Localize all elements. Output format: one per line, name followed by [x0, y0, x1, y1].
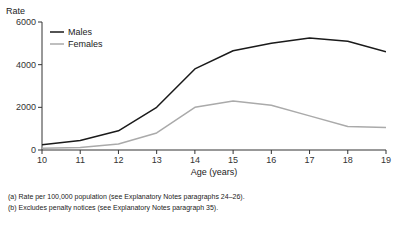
x-tick	[42, 150, 43, 154]
y-axis-line	[42, 22, 43, 150]
x-tick	[386, 150, 387, 154]
y-tick-label: 4000	[16, 60, 36, 70]
y-tick-label: 0	[31, 145, 36, 155]
x-tick-label: 10	[37, 155, 47, 165]
y-tick-label: 2000	[16, 102, 36, 112]
x-axis: 10 11 12 13 14 15 16 17 18 19	[37, 150, 391, 165]
note: (a) Rate per 100,000 population (see Exp…	[8, 193, 245, 201]
x-tick	[156, 150, 157, 154]
x-tick-label: 17	[305, 155, 315, 165]
y-tick	[38, 64, 42, 65]
y-tick	[38, 107, 42, 108]
x-tick-label: 18	[343, 155, 353, 165]
y-axis-label: Rate	[6, 6, 25, 16]
x-tick-label: 11	[76, 155, 85, 165]
x-tick	[271, 150, 272, 154]
x-tick	[347, 150, 348, 154]
y-axis: 0 2000 4000 6000	[16, 17, 42, 155]
note: (b) Excludes penalty notices (see Explan…	[8, 204, 218, 212]
x-axis-line	[42, 150, 386, 151]
x-tick-label: 14	[190, 155, 200, 165]
y-tick-label: 6000	[16, 17, 36, 27]
legend: Males Females	[50, 27, 103, 49]
x-tick	[233, 150, 234, 154]
legend-swatch	[50, 31, 64, 33]
legend-label: Males	[68, 27, 93, 37]
y-tick	[38, 22, 42, 23]
x-tick	[80, 150, 81, 154]
x-tick	[194, 150, 195, 154]
x-tick-label: 19	[381, 155, 391, 165]
x-tick-label: 12	[113, 155, 123, 165]
chart: 0 2000 4000 6000 10 11 12 13 14 15 16 17 18 19 Age (ye…	[0, 0, 397, 227]
x-axis-label: Age (years)	[191, 167, 238, 177]
x-tick	[118, 150, 119, 154]
legend-swatch	[50, 43, 64, 45]
lines	[42, 38, 386, 148]
y-tick	[38, 150, 42, 151]
series-line	[42, 38, 386, 145]
x-tick-label: 13	[152, 155, 162, 165]
x-tick-label: 16	[266, 155, 276, 165]
series-line	[42, 101, 386, 148]
x-tick	[309, 150, 310, 154]
x-tick-label: 15	[228, 155, 238, 165]
legend-label: Females	[68, 39, 103, 49]
